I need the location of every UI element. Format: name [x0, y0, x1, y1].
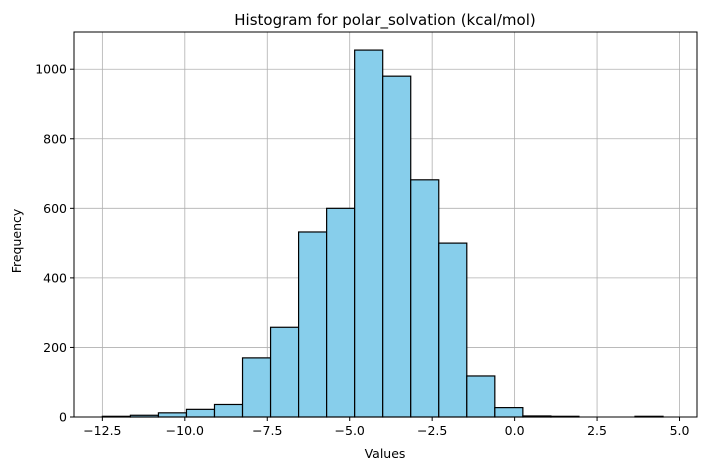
histogram-bar-8 — [326, 207, 356, 418]
x-tick-label-3: −5.0 — [335, 423, 365, 438]
histogram-bar-10 — [382, 75, 412, 418]
chart-title: Histogram for polar_solvation (kcal/mol) — [234, 11, 535, 30]
y-axis-ticks: 0 200 400 600 800 1000 — [35, 62, 74, 425]
histogram-bar-7 — [297, 231, 328, 418]
x-tick-label-2: −7.5 — [252, 423, 282, 438]
y-tick-label-2: 400 — [43, 270, 67, 285]
x-tick-label-0: −12.5 — [83, 423, 121, 438]
histogram-bar-3 — [185, 408, 216, 418]
y-tick-label-1: 200 — [43, 340, 67, 355]
y-tick-label-3: 600 — [43, 201, 67, 216]
histogram-bar-9 — [354, 49, 384, 418]
x-tick-label-1: −10.0 — [166, 423, 204, 438]
x-tick-label-6: 2.5 — [587, 423, 607, 438]
histogram-bar-4 — [213, 403, 244, 418]
x-tick-label-4: −2.5 — [417, 423, 447, 438]
y-tick-label-4: 800 — [43, 131, 67, 146]
x-tick-label-5: 0.0 — [505, 423, 525, 438]
histogram-bar-2 — [157, 412, 188, 418]
y-axis-label: Frequency — [9, 208, 24, 273]
histogram-bar-6 — [269, 326, 300, 418]
histogram-bar-12 — [438, 242, 468, 418]
histogram-bar-14 — [494, 407, 524, 418]
x-axis-ticks: −12.5 −10.0 −7.5 −5.0 −2.5 0.0 2.5 5.0 — [83, 417, 690, 438]
histogram-bar-11 — [410, 179, 440, 418]
histogram-bar-13 — [466, 375, 496, 418]
x-axis-label: Values — [365, 446, 406, 461]
histogram-bars — [101, 49, 664, 418]
x-tick-label-7: 5.0 — [670, 423, 690, 438]
y-tick-label-0: 0 — [59, 410, 67, 425]
plot-frame — [73, 31, 698, 418]
y-tick-label-5: 1000 — [35, 62, 67, 77]
histogram-bar-5 — [241, 357, 272, 418]
